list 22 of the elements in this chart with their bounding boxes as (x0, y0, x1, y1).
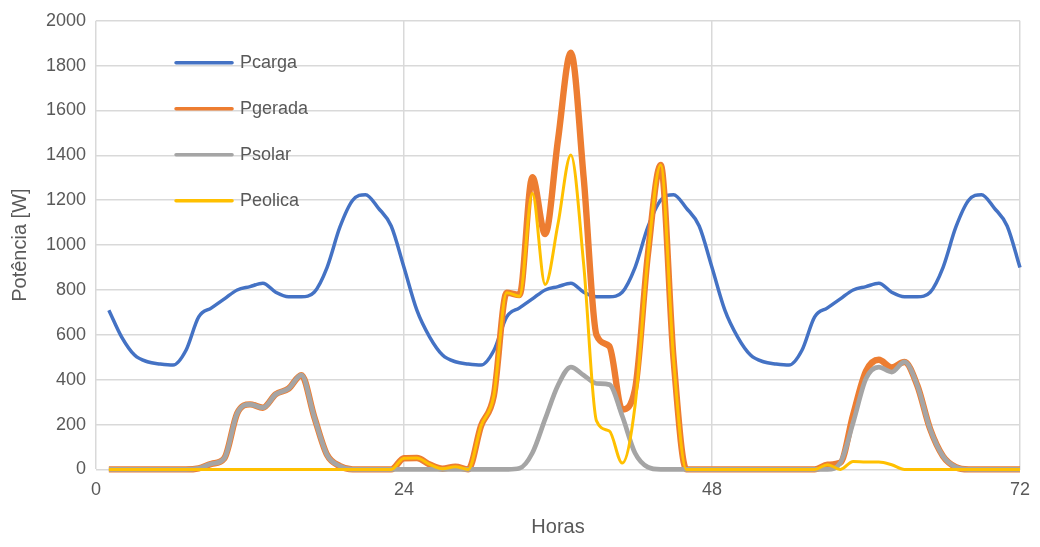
x-tick-label: 24 (394, 479, 415, 500)
y-tick-label: 400 (56, 368, 87, 389)
y-axis-title: Potência [W] (7, 188, 30, 302)
y-tick-label: 1000 (46, 234, 87, 255)
y-tick-label: 1600 (46, 99, 87, 120)
legend-label: Pgerada (240, 97, 310, 118)
x-tick-label: 48 (701, 479, 723, 500)
legend-label: Peolica (240, 189, 301, 210)
y-tick-label: 1400 (46, 144, 87, 165)
y-tick-label: 1800 (46, 54, 87, 75)
y-tick-label: 800 (56, 278, 87, 299)
legend-label: Psolar (240, 143, 292, 164)
y-tick-label: 600 (56, 323, 87, 344)
y-tick-label: 1200 (46, 189, 87, 210)
x-axis-title: Horas (531, 514, 585, 537)
y-tick-label: 2000 (46, 9, 87, 30)
x-tick-label: 0 (91, 479, 102, 500)
legend-label: Pcarga (240, 51, 299, 72)
y-tick-label: 0 (76, 458, 87, 479)
line-series (107, 192, 1022, 367)
x-tick-label: 72 (1009, 479, 1030, 500)
y-tick-label: 200 (56, 413, 87, 434)
